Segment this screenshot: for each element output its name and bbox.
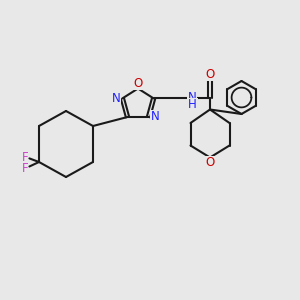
Text: N: N — [111, 92, 120, 105]
Text: F: F — [22, 161, 29, 175]
Text: O: O — [206, 68, 214, 81]
Text: N: N — [151, 110, 160, 124]
Text: O: O — [206, 156, 214, 170]
Text: H: H — [188, 98, 197, 112]
Text: N: N — [188, 91, 196, 104]
Text: F: F — [22, 151, 29, 164]
Text: O: O — [134, 76, 142, 90]
